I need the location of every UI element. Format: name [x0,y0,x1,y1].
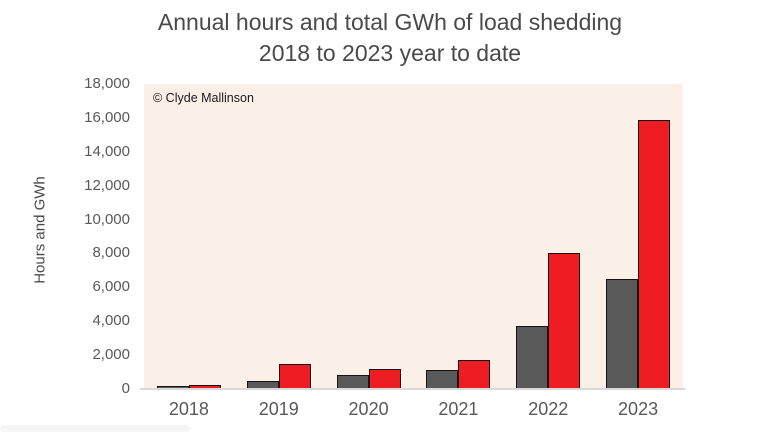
x-tick-label: 2018 [168,399,209,419]
y-tick-label: 12,000 [84,176,130,194]
bar-gwh-2022 [548,253,581,389]
y-tick-label: 0 [121,380,130,397]
bar-hours-2021 [426,370,459,389]
y-tick-label: 18,000 [84,75,130,92]
y-tick-label: 6,000 [92,278,130,296]
y-tick-label: 2,000 [92,346,130,364]
x-tick-label: 2020 [348,399,389,419]
chart-title: Annual hours and total GWh of load shedd… [12,7,768,69]
x-tick-label: 2019 [258,399,299,419]
bar-hours-2020 [336,375,369,389]
x-tick-label: 2023 [618,399,659,419]
chart-title-line-2: 2018 to 2023 year to date [258,40,522,66]
bar-gwh-2021 [458,360,491,389]
chart-title-line-1: Annual hours and total GWh of load shedd… [157,9,623,35]
y-tick-label: 14,000 [84,142,130,160]
x-axis-line [140,388,685,390]
y-tick-label: 10,000 [84,210,130,228]
y-tick-label: 4,000 [92,312,130,330]
y-tick-label: 16,000 [84,108,130,126]
bottom-left-strip [0,425,190,432]
plot-area: © Clyde Mallinson [140,84,685,390]
bar-gwh-2023 [638,119,671,389]
copyright-note: © Clyde Mallinson [153,91,254,105]
bar-hours-2023 [606,278,639,389]
x-tick-label: 2021 [438,399,479,419]
y-tick-label: 8,000 [92,244,130,262]
bar-gwh-2020 [368,368,401,389]
x-tick-label: 2022 [528,399,569,419]
bar-gwh-2019 [278,364,311,389]
bar-hours-2022 [516,326,549,389]
